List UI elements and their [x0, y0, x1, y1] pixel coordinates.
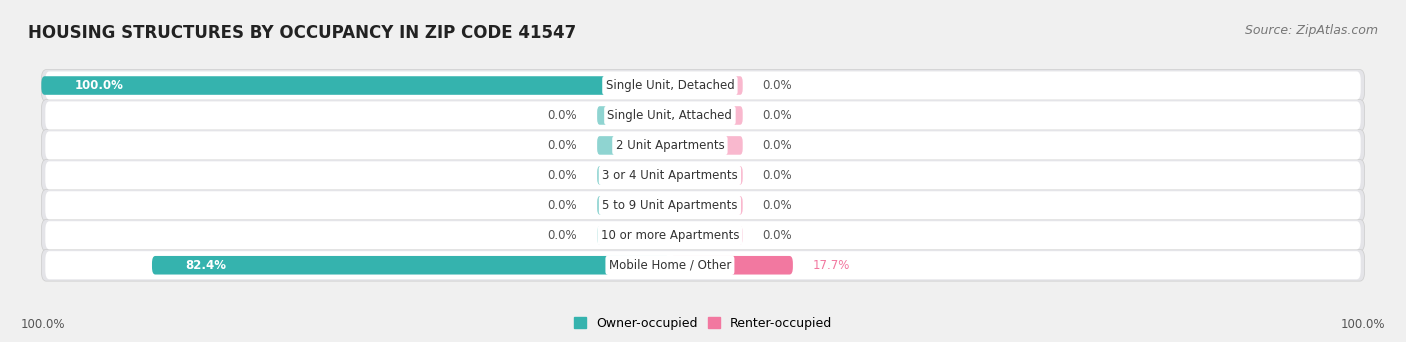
FancyBboxPatch shape [45, 131, 1361, 159]
Text: 17.7%: 17.7% [813, 259, 851, 272]
FancyBboxPatch shape [598, 136, 669, 155]
FancyBboxPatch shape [669, 196, 742, 215]
Text: 0.0%: 0.0% [762, 199, 792, 212]
Text: Single Unit, Detached: Single Unit, Detached [606, 79, 734, 92]
FancyBboxPatch shape [669, 226, 742, 245]
FancyBboxPatch shape [41, 220, 1365, 251]
Text: 0.0%: 0.0% [548, 229, 578, 242]
Text: 0.0%: 0.0% [762, 139, 792, 152]
Text: HOUSING STRUCTURES BY OCCUPANCY IN ZIP CODE 41547: HOUSING STRUCTURES BY OCCUPANCY IN ZIP C… [28, 24, 576, 42]
FancyBboxPatch shape [598, 106, 669, 125]
FancyBboxPatch shape [45, 101, 1361, 130]
FancyBboxPatch shape [45, 161, 1361, 189]
FancyBboxPatch shape [41, 70, 1365, 101]
FancyBboxPatch shape [152, 256, 669, 275]
FancyBboxPatch shape [45, 251, 1361, 279]
Text: Source: ZipAtlas.com: Source: ZipAtlas.com [1244, 24, 1378, 37]
FancyBboxPatch shape [669, 136, 742, 155]
Text: 100.0%: 100.0% [1340, 318, 1385, 331]
FancyBboxPatch shape [598, 226, 669, 245]
FancyBboxPatch shape [669, 256, 793, 275]
FancyBboxPatch shape [669, 106, 742, 125]
Text: 2 Unit Apartments: 2 Unit Apartments [616, 139, 724, 152]
FancyBboxPatch shape [598, 166, 669, 185]
FancyBboxPatch shape [41, 159, 1365, 191]
FancyBboxPatch shape [41, 100, 1365, 131]
Text: 0.0%: 0.0% [762, 109, 792, 122]
Text: Mobile Home / Other: Mobile Home / Other [609, 259, 731, 272]
Text: 0.0%: 0.0% [548, 109, 578, 122]
FancyBboxPatch shape [669, 166, 742, 185]
Text: 3 or 4 Unit Apartments: 3 or 4 Unit Apartments [602, 169, 738, 182]
FancyBboxPatch shape [45, 191, 1361, 220]
Text: 0.0%: 0.0% [548, 199, 578, 212]
FancyBboxPatch shape [41, 76, 669, 95]
Text: 0.0%: 0.0% [762, 229, 792, 242]
FancyBboxPatch shape [598, 196, 669, 215]
FancyBboxPatch shape [45, 71, 1361, 100]
Text: 0.0%: 0.0% [548, 139, 578, 152]
FancyBboxPatch shape [41, 189, 1365, 221]
Text: 0.0%: 0.0% [762, 79, 792, 92]
Legend: Owner-occupied, Renter-occupied: Owner-occupied, Renter-occupied [568, 312, 838, 335]
Text: 5 to 9 Unit Apartments: 5 to 9 Unit Apartments [602, 199, 738, 212]
Text: 100.0%: 100.0% [75, 79, 124, 92]
Text: 0.0%: 0.0% [762, 169, 792, 182]
Text: 82.4%: 82.4% [186, 259, 226, 272]
FancyBboxPatch shape [669, 76, 742, 95]
Text: Single Unit, Attached: Single Unit, Attached [607, 109, 733, 122]
Text: 100.0%: 100.0% [21, 318, 66, 331]
FancyBboxPatch shape [41, 249, 1365, 281]
Text: 10 or more Apartments: 10 or more Apartments [600, 229, 740, 242]
Text: 0.0%: 0.0% [548, 169, 578, 182]
FancyBboxPatch shape [45, 221, 1361, 249]
FancyBboxPatch shape [41, 130, 1365, 161]
